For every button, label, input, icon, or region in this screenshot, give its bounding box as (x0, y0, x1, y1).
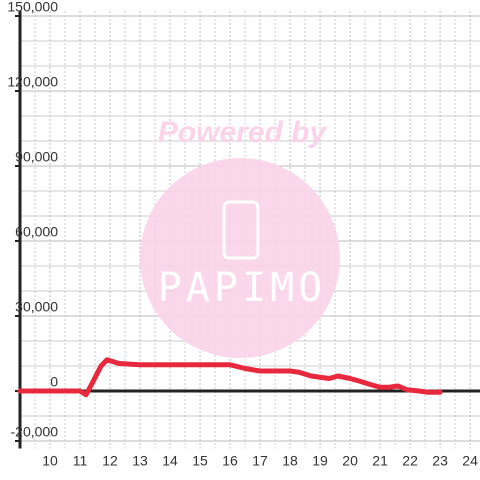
watermark-text: Powered by (158, 116, 328, 149)
x-tick-label: 20 (342, 453, 358, 469)
y-tick-label: 120,000 (7, 74, 58, 90)
y-tick-label: 0 (50, 374, 58, 390)
x-tick-label: 24 (462, 453, 478, 469)
x-tick-label: 13 (132, 453, 148, 469)
x-tick-label: 11 (73, 453, 88, 469)
x-tick-label: 17 (252, 453, 268, 469)
watermark-text: PAPIMO (158, 265, 327, 311)
watermark-phone (222, 200, 260, 260)
y-tick-label: 30,000 (15, 299, 58, 315)
x-tick-label: 10 (42, 453, 58, 469)
y-tick-label: -20,000 (11, 424, 59, 440)
x-tick-label: 16 (222, 453, 238, 469)
data-line (17, 357, 443, 398)
y-tick-label: 60,000 (15, 224, 58, 240)
y-tick-label: 90,000 (15, 149, 58, 165)
x-tick-label: 22 (402, 453, 418, 469)
x-tick-label: 21 (372, 453, 388, 469)
x-tick-label: 12 (102, 453, 118, 469)
y-tick-label: 150,000 (7, 0, 58, 15)
x-tick-label: 19 (312, 453, 328, 469)
x-tick-label: 23 (432, 453, 448, 469)
x-tick-label: 15 (192, 453, 208, 469)
x-tick-label: 14 (162, 453, 178, 469)
x-tick-label: 18 (282, 453, 298, 469)
